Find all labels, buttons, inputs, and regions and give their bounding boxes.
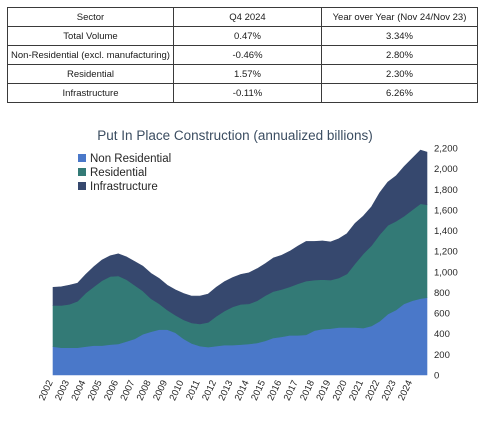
- x-tick-label: 2005: [86, 379, 105, 403]
- header-year-over-year: Year over Year (Nov 24/Nov 23): [321, 7, 478, 27]
- row-sector: Infrastructure: [7, 83, 174, 103]
- row-q4-value: 1.57%: [173, 64, 322, 84]
- x-tick-label: 2015: [249, 379, 268, 403]
- summary-table: Sector Q4 2024 Year over Year (Nov 24/No…: [7, 7, 478, 103]
- y-tick-label: 1,400: [434, 226, 458, 237]
- x-tick-label: 2021: [347, 379, 366, 403]
- table-row: Infrastructure -0.11% 6.26%: [7, 83, 478, 103]
- x-tick-label: 2013: [216, 379, 235, 403]
- x-tick-label: 2024: [396, 379, 415, 403]
- row-q4-value: -0.46%: [173, 45, 322, 65]
- table-row: Non-Residential (excl. manufacturing) -0…: [7, 45, 478, 65]
- x-tick-label: 2020: [331, 379, 350, 403]
- row-q4-value: -0.11%: [173, 83, 322, 103]
- x-tick-label: 2022: [363, 379, 382, 403]
- construction-area-chart: Put In Place Construction (annualized bi…: [37, 128, 458, 403]
- plot-area: [52, 149, 428, 376]
- x-axis: 2002200320042005200620072008200920102011…: [37, 379, 415, 403]
- x-tick-label: 2012: [200, 379, 219, 403]
- row-yoy-value: 2.30%: [321, 64, 478, 84]
- y-tick-label: 1,800: [434, 185, 458, 196]
- y-tick-label: 2,000: [434, 164, 458, 175]
- row-q4-value: 0.47%: [173, 26, 322, 46]
- x-tick-label: 2010: [167, 379, 186, 403]
- y-tick-label: 2,200: [434, 144, 458, 155]
- row-sector: Residential: [7, 64, 174, 84]
- table-row: Residential 1.57% 2.30%: [7, 64, 478, 84]
- x-tick-label: 2016: [265, 379, 284, 403]
- header-q4-2024: Q4 2024: [173, 7, 322, 27]
- y-tick-label: 1,600: [434, 205, 458, 216]
- legend-swatch: [78, 154, 86, 162]
- x-tick-label: 2019: [314, 379, 333, 403]
- legend-label: Residential: [90, 167, 147, 179]
- x-tick-label: 2008: [135, 379, 154, 403]
- row-yoy-value: 6.26%: [321, 83, 478, 103]
- y-tick-label: 1,000: [434, 267, 458, 278]
- legend-swatch: [78, 168, 86, 176]
- chart-title: Put In Place Construction (annualized bi…: [97, 128, 372, 143]
- legend-label: Infrastructure: [90, 181, 158, 193]
- y-tick-label: 600: [434, 309, 450, 320]
- x-tick-label: 2004: [69, 379, 88, 403]
- row-yoy-value: 2.80%: [321, 45, 478, 65]
- x-tick-label: 2002: [37, 379, 56, 403]
- row-sector: Non-Residential (excl. manufacturing): [7, 45, 174, 65]
- y-tick-label: 800: [434, 288, 450, 299]
- row-sector: Total Volume: [7, 26, 174, 46]
- area-series-infrastructure: [52, 149, 428, 325]
- x-tick-label: 2009: [151, 379, 170, 403]
- row-yoy-value: 3.34%: [321, 26, 478, 46]
- y-tick-label: 400: [434, 329, 450, 340]
- table-header-row: Sector Q4 2024 Year over Year (Nov 24/No…: [7, 7, 478, 27]
- legend-label: Non Residential: [90, 153, 171, 165]
- x-tick-label: 2014: [233, 379, 252, 403]
- x-tick-label: 2018: [298, 379, 317, 403]
- x-tick-label: 2017: [282, 379, 301, 403]
- legend-swatch: [78, 182, 86, 190]
- x-tick-label: 2006: [102, 379, 121, 403]
- y-axis: 0 200 400 600 800 1,000 1,200 1,400 1,600 1,800 2,…: [434, 144, 458, 382]
- x-tick-label: 2023: [380, 379, 399, 403]
- x-tick-label: 2003: [53, 379, 72, 403]
- y-tick-label: 1,200: [434, 247, 458, 258]
- table-row: Total Volume 0.47% 3.34%: [7, 26, 478, 46]
- chart-legend: Non Residential Residential Infrastructure: [78, 153, 171, 193]
- header-sector: Sector: [7, 7, 174, 27]
- x-tick-label: 2007: [118, 379, 137, 403]
- y-tick-label: 200: [434, 350, 450, 361]
- y-tick-label: 0: [434, 371, 439, 382]
